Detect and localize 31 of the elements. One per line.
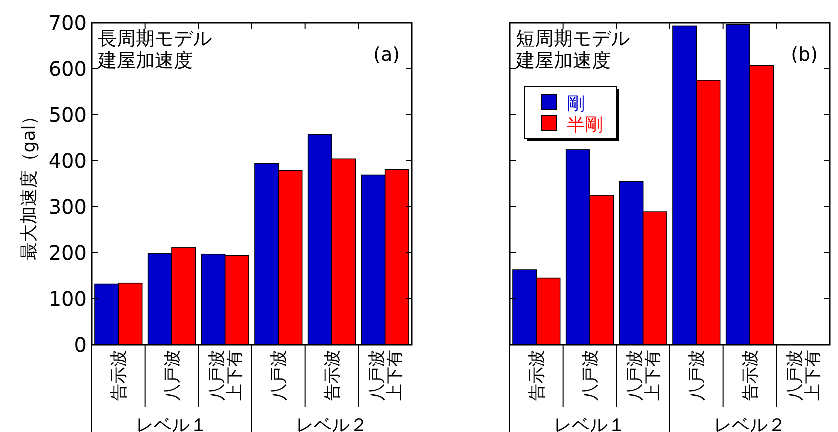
x-tick-label: 八戸波上下有 xyxy=(367,350,406,401)
x-tick-label: 八戸波上下有 xyxy=(625,350,664,401)
y-tick-label: 600 xyxy=(48,57,87,81)
text: 短周期モデル建屋加速度 xyxy=(515,28,630,72)
x-tick-label: 八戸波上下有 xyxy=(207,350,246,401)
annotation: (a) xyxy=(374,44,400,66)
x-tick-label: 告示波 xyxy=(741,350,761,401)
y-tick-label: 200 xyxy=(48,241,87,265)
x-tick-label: 八戸波 xyxy=(581,350,601,401)
x-tick-label: 八戸波 xyxy=(270,350,290,401)
y-tick-label: 300 xyxy=(48,195,87,219)
text: レベル１ xyxy=(554,415,626,432)
x-tick-label: 八戸波 xyxy=(688,350,708,401)
y-tick-label: 0 xyxy=(74,333,87,357)
x-tick-label: 告示波 xyxy=(528,350,548,401)
legend-label: 半剛 xyxy=(567,115,603,136)
x-tick-label: 八戸波 xyxy=(163,350,183,401)
annotation: (b) xyxy=(791,44,818,66)
y-tick-label: 100 xyxy=(48,287,87,311)
y-tick-label: 400 xyxy=(48,149,87,173)
text: レベル２ xyxy=(714,415,786,432)
text: レベル１ xyxy=(136,415,208,432)
y-axis-title: 最大加速度（gal） xyxy=(19,107,40,261)
text: レベル２ xyxy=(296,415,368,432)
y-tick-label: 500 xyxy=(48,103,87,127)
x-tick-label: 八戸波上下有 xyxy=(785,350,824,401)
x-tick-label: 告示波 xyxy=(110,350,130,401)
legend-label: 剛 xyxy=(567,94,585,115)
y-tick-label: 700 xyxy=(48,11,87,35)
x-tick-label: 告示波 xyxy=(323,350,343,401)
text: 長周期モデル建屋加速度 xyxy=(97,28,212,72)
